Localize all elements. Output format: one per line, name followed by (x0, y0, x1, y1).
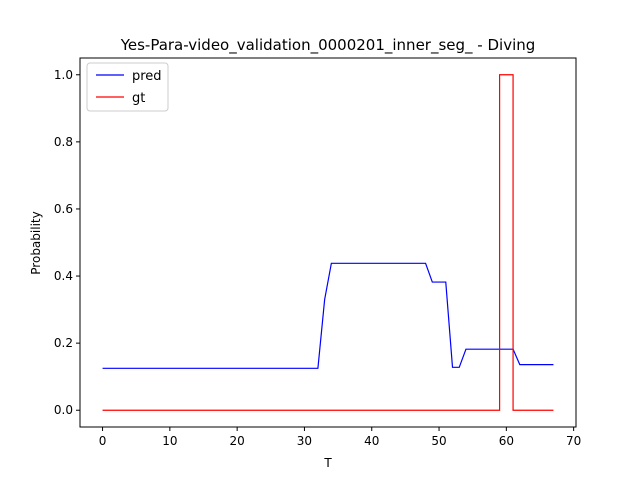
x-tick-label: 0 (99, 434, 107, 448)
x-tick-label: 60 (499, 434, 514, 448)
x-tick-label: 40 (364, 434, 379, 448)
axes-frame (79, 57, 577, 428)
plot-area: 0 10 20 30 40 50 60 70 0.0 0.2 0.4 0.6 0.8 1.0 (54, 57, 581, 448)
chart-title: Yes-Para-video_validation_0000201_inner_… (120, 36, 536, 55)
y-tick-label: 0.0 (54, 403, 73, 417)
x-tick-label: 70 (566, 434, 581, 448)
y-tick-label: 0.8 (54, 135, 73, 149)
x-tick-label: 20 (230, 434, 245, 448)
legend: pred gt (86, 62, 169, 112)
y-tick-label: 0.6 (54, 202, 73, 216)
y-tick-label: 0.2 (54, 336, 73, 350)
y-tick-label: 1.0 (54, 68, 73, 82)
series-line-gt (102, 74, 554, 411)
y-tick-label: 0.4 (54, 269, 73, 283)
x-axis-label: T (323, 456, 332, 470)
x-tick-label: 50 (431, 434, 446, 448)
legend-gt-label: gt (132, 91, 145, 106)
x-tick-label: 10 (162, 434, 177, 448)
y-axis-label: Probability (29, 211, 43, 274)
legend-pred-label: pred (132, 69, 162, 84)
x-tick-label: 30 (297, 434, 312, 448)
